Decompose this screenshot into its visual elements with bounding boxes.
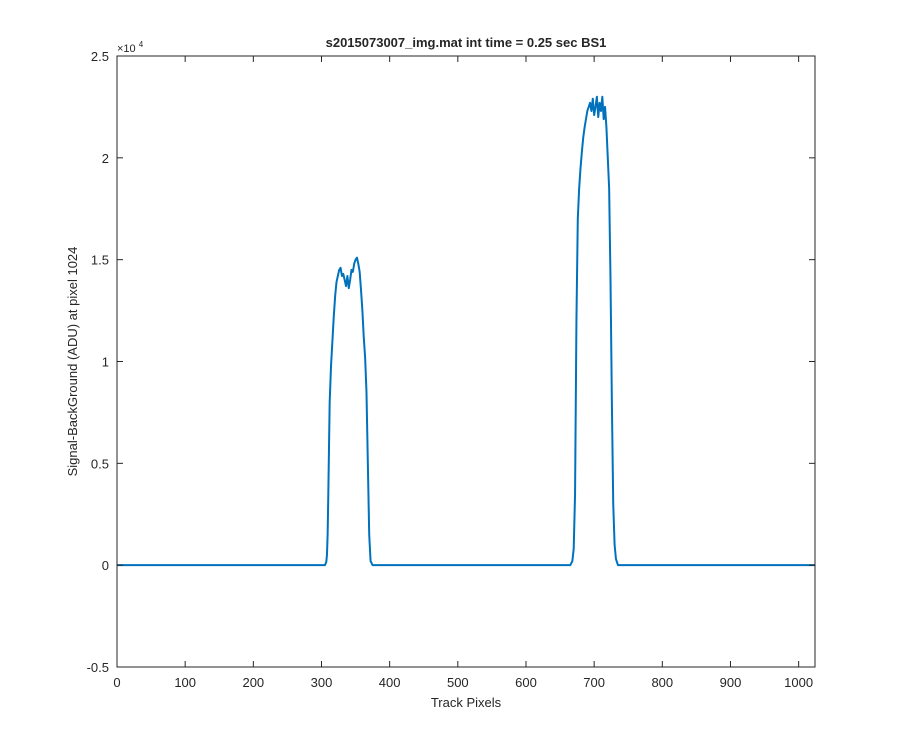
y-tick-label: 1.5	[91, 253, 109, 268]
x-tick-label: 500	[447, 675, 469, 690]
axes-layer: 0 100 200 300 400 500 600 700 800 900 1000 -0.5 0 0.5…	[87, 49, 816, 690]
y-axis-title: Signal-BackGround (ADU) at pixel 1024	[65, 247, 80, 477]
x-tick-label: 100	[174, 675, 196, 690]
series-layer	[117, 95, 815, 567]
x-tick-label: 400	[379, 675, 401, 690]
y-tick-label: 2	[102, 151, 109, 166]
chart-title: s2015073007_img.mat int time = 0.25 sec …	[326, 35, 607, 50]
x-tick-label: 800	[651, 675, 673, 690]
y-tick-label: -0.5	[87, 660, 109, 675]
y-tick-label: 0.5	[91, 456, 109, 471]
y-axis-exponent-base: ×10	[117, 43, 136, 55]
y-tick-label: 1	[102, 355, 109, 370]
x-tick-label: 900	[720, 675, 742, 690]
x-tick-label: 1000	[784, 675, 813, 690]
x-tick-label: 0	[113, 675, 120, 690]
y-axis-exponent-power: 4	[139, 40, 144, 49]
x-tick-label: 300	[311, 675, 333, 690]
plot-area	[117, 56, 815, 667]
series-line-0	[117, 95, 815, 567]
x-tick-label: 700	[583, 675, 605, 690]
y-tick-label: 2.5	[91, 49, 109, 64]
x-tick-label: 200	[242, 675, 264, 690]
y-tick-label: 0	[102, 558, 109, 573]
y-axis-exponent: ×10 4	[117, 40, 144, 55]
x-axis-title: Track Pixels	[431, 695, 502, 710]
x-tick-label: 600	[515, 675, 537, 690]
